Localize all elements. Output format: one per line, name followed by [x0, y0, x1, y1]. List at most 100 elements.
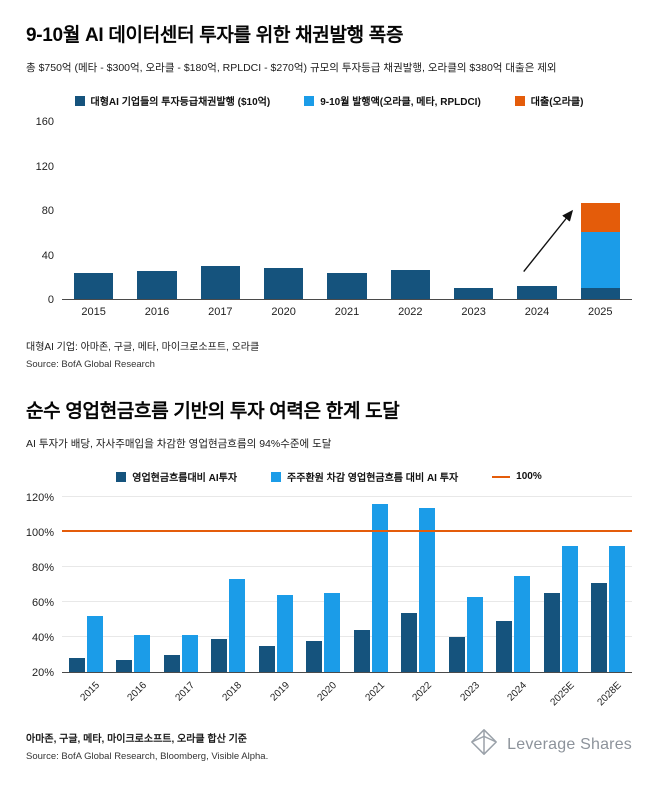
bar-stack-2024 — [517, 285, 557, 299]
chart1-subtitle: 총 $750억 (메타 - $300억, 오라클 - $180억, RPLDCI… — [26, 62, 557, 74]
x-tick-label: 2023 — [461, 306, 486, 318]
bar-stack-2016 — [137, 271, 177, 299]
legend-swatch — [74, 95, 85, 106]
bar-2023 — [466, 596, 483, 672]
bar-2023 — [448, 637, 465, 672]
y-tick-label: 120 — [35, 160, 54, 173]
x-tick-label: 2019 — [268, 680, 292, 704]
x-tick-label: 2017 — [173, 680, 197, 704]
chart2-section: 순수 영업현금흐름 기반의 투자 여력은 한계 도달 AI 투자가 배당, 자사… — [26, 396, 632, 762]
x-slot: 2015 — [62, 300, 125, 326]
bar-group-2022 — [395, 498, 443, 672]
bar-2028E — [591, 582, 608, 672]
bar-group-2020 — [300, 498, 348, 672]
chart2-notes: 아마존, 구글, 메타, 마이크로소프트, 오라클 합산 기준 Source: … — [26, 730, 268, 762]
bar-2021 — [327, 273, 367, 299]
legend-label: 100% — [516, 471, 542, 482]
bar-group-2028E — [585, 498, 633, 672]
legend-label: 대형AI 기업들의 투자등급채권발행 ($10억) — [90, 97, 271, 108]
chart1-source: Source: BofA Global Research — [26, 359, 155, 370]
bar-2021 — [371, 504, 388, 672]
y-tick-label: 40% — [31, 632, 54, 644]
legend-swatch — [514, 95, 525, 106]
x-slot: 2017 — [157, 673, 205, 715]
chart1-plot — [62, 122, 632, 300]
bar-2019 — [258, 645, 275, 672]
x-tick-label: 2016 — [144, 306, 170, 318]
bar-stack-2021 — [327, 273, 367, 299]
reference-line-100pct — [62, 530, 632, 532]
chart1-footnote: 대형AI 기업: 아마존, 구글, 메타, 마이크로소프트, 오라클 — [26, 342, 260, 353]
legend-label: 주주환원 차감 영업현금흐름 대비 AI 투자 — [287, 473, 459, 484]
legend-line-swatch — [492, 475, 511, 478]
x-tick-label: 2020 — [315, 680, 340, 704]
bar-2023 — [454, 287, 494, 299]
bar-group-2017 — [157, 498, 205, 672]
x-tick-label: 2022 — [410, 680, 435, 704]
bar-2025E — [561, 546, 578, 672]
gridline — [62, 496, 632, 497]
y-tick-label: 100% — [25, 527, 54, 539]
x-slot: 2024 — [505, 300, 568, 326]
bar-2025 — [580, 203, 620, 233]
chart2-subtitle: AI 투자가 배당, 자사주매입을 차감한 영업현금흐름의 94%수준에 도달 — [26, 438, 332, 450]
chart2-footnote: 아마존, 구글, 메타, 마이크로소프트, 오라클 합산 기준 — [26, 734, 247, 745]
legend-item: 영업현금흐름대비 AI투자 — [116, 469, 237, 484]
x-tick-label: 2020 — [271, 306, 296, 318]
x-slot: 2018 — [205, 673, 253, 715]
bar-group-2020 — [252, 122, 315, 299]
legend-swatch — [271, 471, 282, 482]
bar-group-2025E — [537, 498, 585, 672]
chart2-canvas: 20% 40% 60% 80% 100% 120% 2015 2016 2017 2018 201… — [25, 492, 633, 715]
legend-label: 9-10월 발행액(오라클, 메타, RPLDCI) — [320, 97, 481, 108]
chart2-y-axis: 20% 40% 60% 80% 100% 120% — [25, 492, 62, 679]
x-slot: 2022 — [395, 673, 443, 715]
x-slot: 2028E — [585, 673, 633, 715]
brand-name: Leverage Shares — [507, 735, 632, 753]
bar-group-2024 — [490, 498, 538, 672]
bar-2017 — [163, 654, 180, 672]
chart2-title: 순수 영업현금흐름 기반의 투자 여력은 한계 도달 — [26, 401, 400, 422]
x-tick-label: 2018 — [220, 680, 245, 704]
y-tick-label: 0 — [47, 294, 54, 306]
chart2-x-axis: 2015 2016 2017 2018 2019 2020 2021 2022 2023 2024… — [62, 673, 632, 715]
bar-stack-2017 — [200, 265, 240, 299]
brand-logo: Leverage Shares — [469, 727, 632, 762]
bar-2019 — [276, 595, 293, 672]
bar-stack-2022 — [390, 270, 430, 299]
y-tick-label: 80 — [41, 205, 54, 217]
x-slot: 2023 — [442, 300, 505, 326]
bar-group-2021 — [347, 498, 395, 672]
legend-item: 주주환원 차감 영업현금흐름 대비 AI 투자 — [271, 469, 458, 484]
bar-group-2022 — [379, 122, 442, 299]
chart1-y-axis: 0 40 80 120 160 — [26, 116, 62, 306]
legend-swatch — [304, 95, 315, 106]
bar-2021 — [353, 630, 370, 672]
bar-2016 — [134, 635, 151, 672]
x-slot: 2021 — [315, 300, 378, 326]
bar-2022 — [419, 507, 436, 672]
bar-group-2019 — [252, 498, 300, 672]
x-tick-label: 2024 — [505, 680, 530, 704]
bar-group-2015 — [62, 122, 125, 299]
bar-2015 — [68, 658, 85, 672]
x-tick-label: 2022 — [398, 306, 423, 318]
leverage-shares-icon — [469, 727, 499, 762]
x-slot: 2024 — [490, 673, 538, 715]
chart1-x-axis: 2015 2016 2017 2020 2021 2022 2023 2024 2025 — [62, 300, 632, 326]
gridline — [62, 566, 632, 567]
bar-2018 — [211, 638, 228, 672]
bar-group-2024 — [505, 122, 568, 299]
chart2-source: Source: BofA Global Research, Bloomberg,… — [26, 751, 269, 762]
bar-group-2016 — [110, 498, 158, 672]
x-slot: 2016 — [110, 673, 158, 715]
x-tick-label: 2025 — [588, 306, 613, 318]
x-tick-label: 2024 — [524, 306, 550, 318]
x-tick-label: 2015 — [81, 306, 106, 318]
chart2-plot — [62, 496, 633, 673]
legend-label: 대출(오라클) — [530, 97, 584, 108]
x-slot: 2017 — [189, 300, 252, 326]
gridline — [62, 601, 632, 602]
x-slot: 2019 — [252, 673, 300, 715]
x-tick-label: 2025E — [548, 680, 577, 709]
